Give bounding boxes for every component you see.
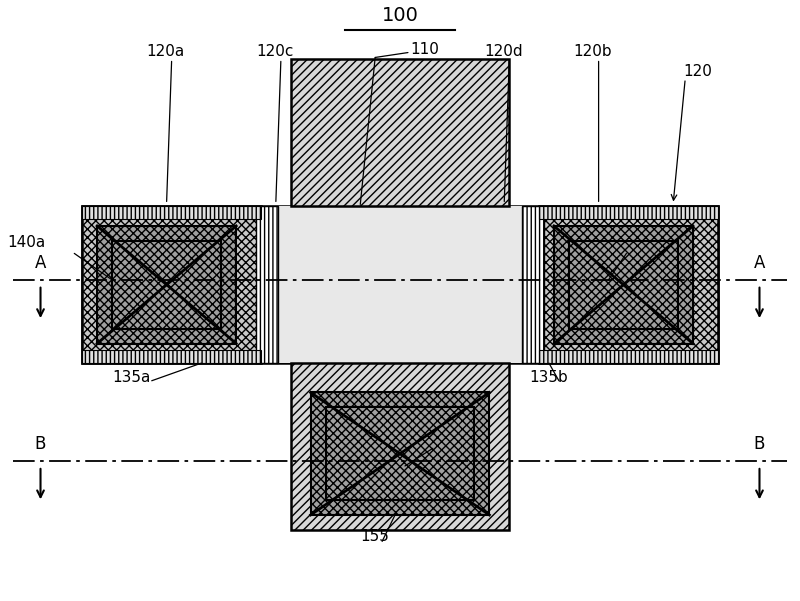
Bar [82, 206, 261, 219]
Text: 140a: 140a [8, 236, 46, 251]
Text: A: A [35, 254, 46, 272]
Bar [82, 350, 261, 363]
Text: A: A [754, 254, 765, 272]
Bar [290, 363, 510, 529]
Text: 120a: 120a [146, 44, 185, 59]
Text: 150: 150 [434, 432, 464, 447]
Bar [569, 240, 678, 329]
Text: 135a: 135a [112, 370, 150, 385]
Text: 140a: 140a [623, 236, 662, 251]
Text: B: B [35, 435, 46, 453]
Text: 135b: 135b [529, 370, 568, 385]
Text: 100: 100 [382, 6, 418, 25]
Bar [82, 206, 718, 363]
Bar [554, 226, 693, 344]
Text: 110: 110 [410, 43, 439, 58]
Bar [326, 407, 474, 500]
Bar [310, 392, 490, 515]
Bar [278, 206, 522, 363]
Text: 120d: 120d [485, 44, 523, 59]
Bar [82, 206, 261, 363]
Text: 155: 155 [361, 529, 390, 545]
Text: 120b: 120b [574, 44, 613, 59]
Bar [539, 350, 718, 363]
Bar [539, 206, 718, 219]
Text: B: B [754, 435, 765, 453]
Bar [290, 59, 510, 206]
Text: 120c: 120c [256, 44, 294, 59]
Bar [112, 240, 222, 329]
Bar [522, 206, 544, 363]
Bar [97, 226, 236, 344]
Bar [256, 206, 278, 363]
Bar [539, 206, 718, 363]
Text: 120: 120 [683, 64, 712, 79]
